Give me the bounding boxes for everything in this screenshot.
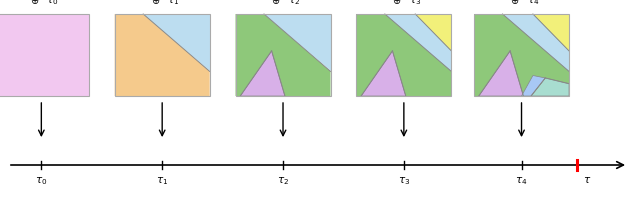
Polygon shape: [533, 14, 569, 51]
Text: $\tau$: $\tau$: [583, 175, 591, 185]
Polygon shape: [385, 14, 452, 71]
Polygon shape: [264, 14, 331, 71]
Polygon shape: [502, 14, 569, 71]
Polygon shape: [143, 14, 210, 71]
Polygon shape: [361, 51, 406, 96]
Polygon shape: [522, 75, 545, 96]
Bar: [114, 14, 210, 96]
Text: $\tau_3$: $\tau_3$: [409, 0, 421, 7]
Text: $\tau_3$: $\tau_3$: [398, 175, 410, 187]
Text: $\oplus$: $\oplus$: [30, 0, 39, 7]
Polygon shape: [114, 14, 210, 96]
Bar: [356, 14, 452, 96]
Text: $\oplus$: $\oplus$: [272, 0, 280, 7]
Polygon shape: [531, 78, 569, 96]
Text: $\tau_1$: $\tau_1$: [156, 175, 169, 187]
Bar: [0, 14, 89, 96]
Bar: [235, 14, 331, 96]
Text: $\tau_4$: $\tau_4$: [515, 175, 528, 187]
Text: $\tau_4$: $\tau_4$: [527, 0, 539, 7]
Text: $\tau_2$: $\tau_2$: [288, 0, 300, 7]
Text: $\tau_0$: $\tau_0$: [46, 0, 59, 7]
Polygon shape: [240, 51, 285, 96]
Polygon shape: [235, 14, 331, 96]
Polygon shape: [415, 14, 452, 51]
Bar: [474, 14, 569, 96]
Text: $\oplus$: $\oplus$: [510, 0, 519, 7]
Polygon shape: [356, 14, 452, 96]
Text: $\tau_1$: $\tau_1$: [167, 0, 179, 7]
Polygon shape: [479, 51, 523, 96]
Polygon shape: [0, 14, 89, 96]
Text: $\tau_2$: $\tau_2$: [277, 175, 289, 187]
Text: $\tau_0$: $\tau_0$: [35, 175, 48, 187]
Text: $\oplus$: $\oplus$: [392, 0, 401, 7]
Polygon shape: [474, 14, 569, 96]
Text: $\oplus$: $\oplus$: [151, 0, 160, 7]
